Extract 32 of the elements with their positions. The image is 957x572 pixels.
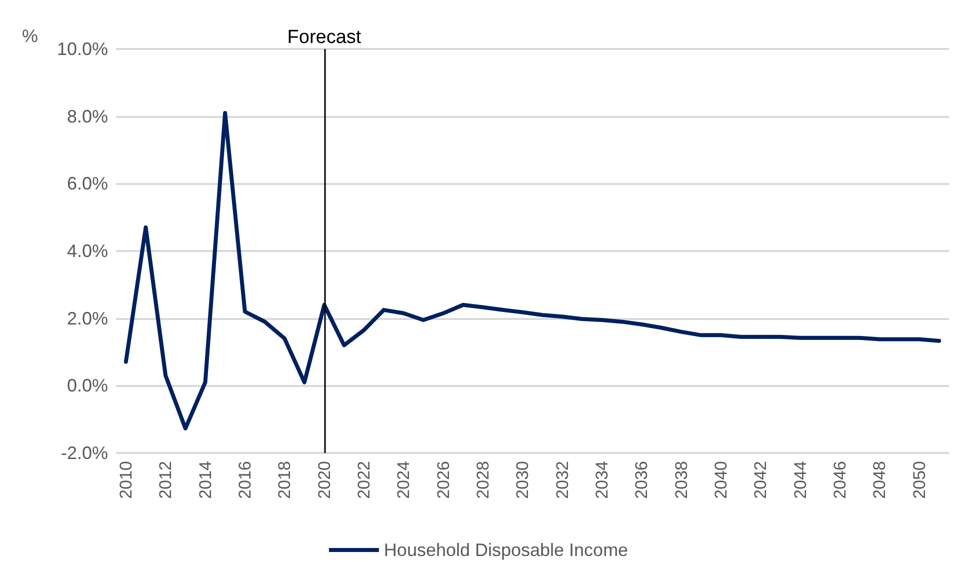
x-tick-label: 2024 [394, 461, 414, 499]
y-tick-label: 6.0% [66, 174, 108, 194]
x-tick-label: 2010 [116, 461, 136, 499]
x-tick-label: 2020 [314, 461, 334, 499]
x-tick-label: 2048 [870, 461, 890, 499]
x-tick-label: 2030 [513, 461, 532, 499]
ref-line-label: Forecast [287, 27, 362, 48]
x-tick-label: 2040 [711, 461, 730, 499]
x-tick-label: 2038 [672, 461, 691, 499]
y-axis-title: % [22, 26, 38, 46]
x-tick-label: 2014 [196, 461, 215, 499]
legend-label: Household Disposable Income [384, 540, 628, 560]
y-tick-label: 0.0% [66, 376, 108, 396]
y-tick-label: 4.0% [66, 241, 108, 261]
y-tick-label: 2.0% [66, 308, 108, 328]
line-series [124, 110, 942, 430]
x-tick-label: 2026 [434, 461, 453, 499]
y-tick-label: 8.0% [66, 106, 108, 126]
x-tick-label: 2016 [235, 461, 254, 499]
x-tick-label: 2022 [354, 461, 374, 499]
x-tick-label: 2044 [790, 461, 810, 499]
x-tick-label: 2018 [275, 461, 294, 499]
x-tick-label: 2032 [552, 461, 572, 499]
x-tick-label: 2012 [156, 461, 176, 499]
x-tick-label: 2034 [592, 461, 612, 499]
y-tick-label: -2.0% [60, 443, 108, 463]
x-tick-label: 2042 [751, 461, 770, 499]
x-tick-label: 2050 [910, 461, 929, 499]
x-tick-label: 2036 [632, 461, 652, 499]
y-tick-label: 10.0% [56, 39, 108, 59]
x-tick-label: 2028 [473, 461, 492, 499]
x-tick-label: 2046 [830, 461, 850, 499]
